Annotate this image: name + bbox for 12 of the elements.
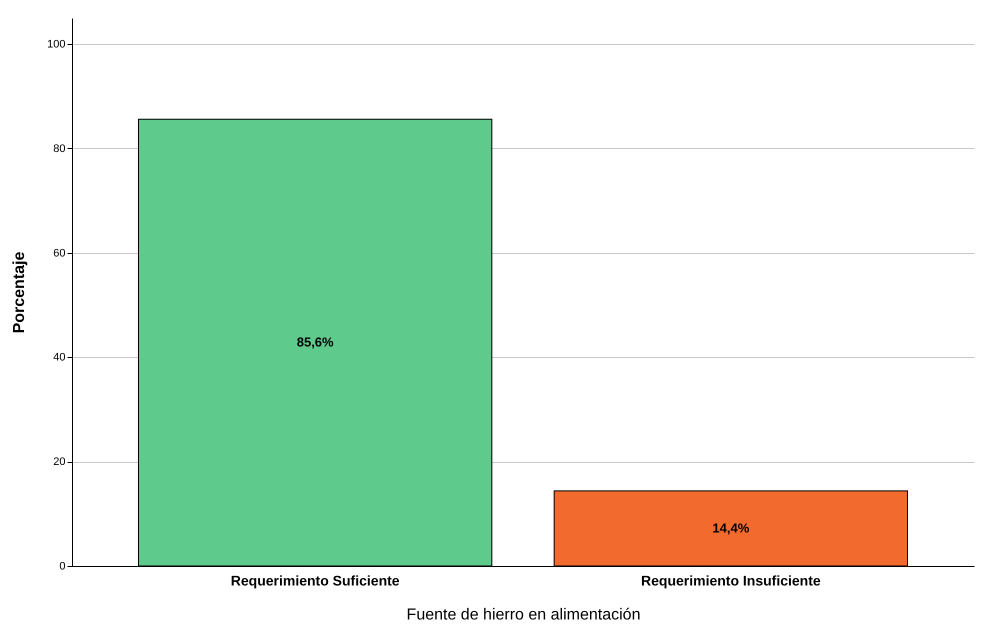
x-tick-label: Requerimiento Suficiente [230, 572, 400, 588]
y-tick-label: 80 [53, 142, 66, 155]
y-tick-label: 0 [59, 560, 66, 572]
y-tick-label: 100 [47, 38, 66, 51]
y-tick-label: 40 [53, 352, 66, 364]
data-label: 14,4% [712, 520, 750, 536]
x-tick-label: Requerimiento Insuficiente [640, 572, 821, 588]
y-axis-title: Porcentaje [11, 251, 28, 334]
y-tick-label: 60 [53, 247, 66, 260]
data-label: 85,6% [296, 334, 334, 350]
x-axis-title: Fuente de hierro en alimentación [406, 606, 640, 624]
y-tick-label: 20 [53, 456, 66, 468]
